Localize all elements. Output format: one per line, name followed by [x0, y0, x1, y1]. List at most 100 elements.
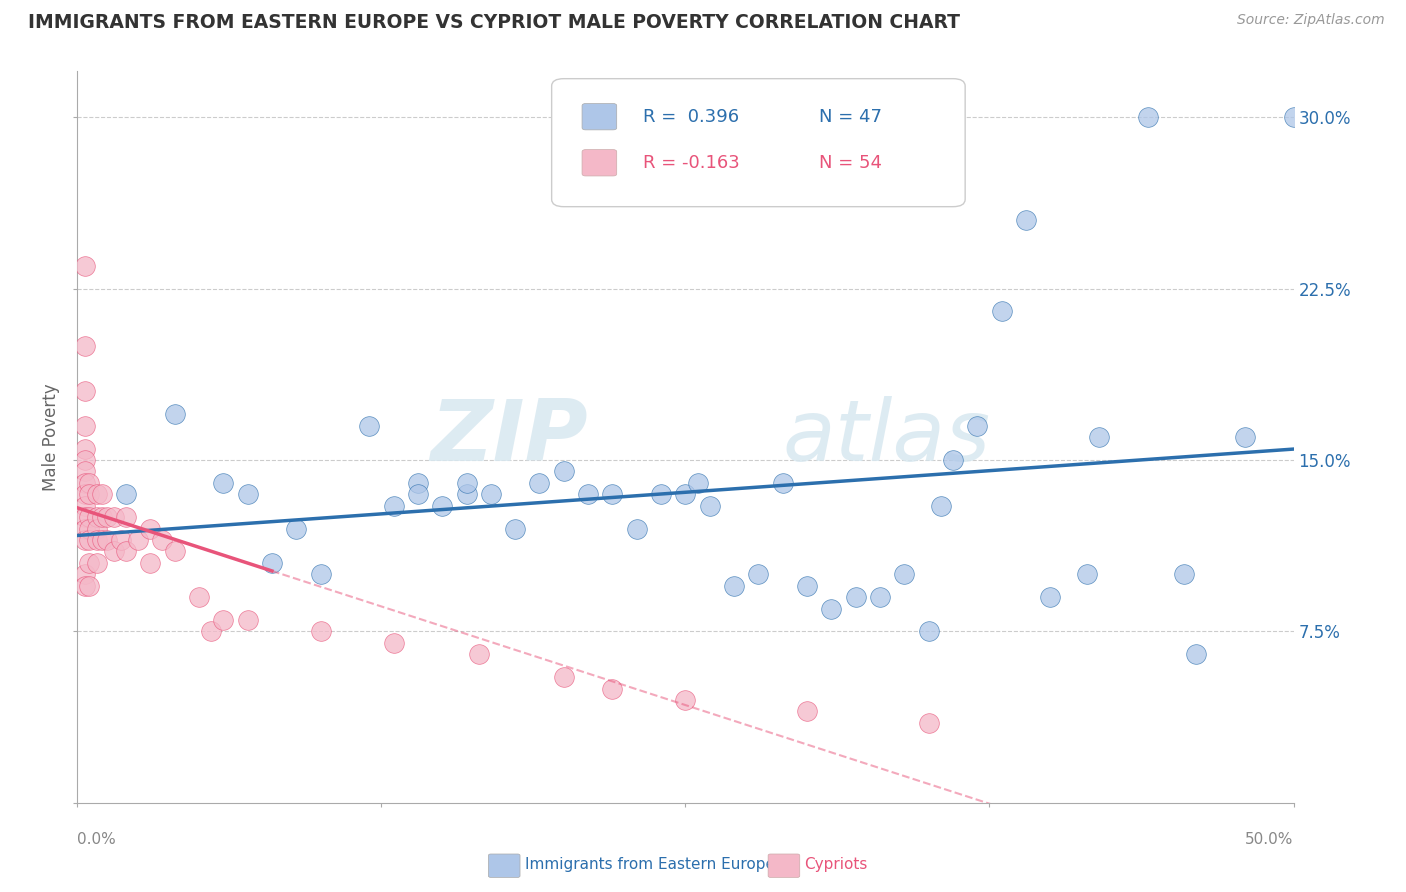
- Point: [1233, 430, 1256, 444]
- Point: [115, 487, 138, 501]
- Point: [382, 499, 405, 513]
- Point: [79, 579, 101, 593]
- Point: [650, 487, 672, 501]
- Point: [456, 487, 478, 501]
- Point: [73, 567, 96, 582]
- Point: [675, 487, 697, 501]
- Point: [79, 510, 101, 524]
- Point: [73, 487, 96, 501]
- Text: ZIP: ZIP: [430, 395, 588, 479]
- Point: [309, 567, 332, 582]
- Point: [73, 259, 96, 273]
- Point: [966, 418, 988, 433]
- Point: [236, 487, 259, 501]
- Point: [467, 647, 489, 661]
- FancyBboxPatch shape: [551, 78, 965, 207]
- Point: [79, 556, 101, 570]
- Point: [86, 521, 108, 535]
- Point: [79, 475, 101, 490]
- Point: [86, 556, 108, 570]
- Point: [86, 533, 108, 547]
- Point: [430, 499, 453, 513]
- Text: Source: ZipAtlas.com: Source: ZipAtlas.com: [1237, 13, 1385, 28]
- Point: [553, 464, 575, 478]
- Point: [212, 613, 235, 627]
- Text: 50.0%: 50.0%: [1246, 832, 1294, 847]
- Point: [602, 487, 624, 501]
- Point: [796, 579, 818, 593]
- Point: [188, 590, 211, 604]
- Point: [86, 510, 108, 524]
- Point: [602, 681, 624, 696]
- Point: [869, 590, 891, 604]
- Point: [90, 510, 112, 524]
- Point: [73, 453, 96, 467]
- Point: [820, 601, 842, 615]
- Point: [479, 487, 502, 501]
- Point: [1282, 110, 1305, 124]
- Point: [73, 510, 96, 524]
- Point: [675, 693, 697, 707]
- Text: atlas: atlas: [783, 395, 991, 479]
- Text: N = 54: N = 54: [820, 153, 882, 172]
- FancyBboxPatch shape: [582, 103, 617, 130]
- Point: [139, 556, 162, 570]
- Point: [90, 487, 112, 501]
- Point: [103, 510, 125, 524]
- Text: R = -0.163: R = -0.163: [643, 153, 740, 172]
- Point: [553, 670, 575, 684]
- Point: [260, 556, 283, 570]
- Point: [918, 715, 941, 730]
- Point: [747, 567, 769, 582]
- Point: [79, 487, 101, 501]
- Point: [942, 453, 965, 467]
- Point: [96, 510, 118, 524]
- Point: [503, 521, 526, 535]
- Text: Immigrants from Eastern Europe: Immigrants from Eastern Europe: [524, 857, 775, 872]
- Point: [152, 533, 174, 547]
- Point: [529, 475, 551, 490]
- Point: [626, 521, 648, 535]
- Point: [893, 567, 915, 582]
- Point: [73, 418, 96, 433]
- Point: [845, 590, 868, 604]
- Point: [73, 533, 96, 547]
- Point: [73, 499, 96, 513]
- Text: IMMIGRANTS FROM EASTERN EUROPE VS CYPRIOT MALE POVERTY CORRELATION CHART: IMMIGRANTS FROM EASTERN EUROPE VS CYPRIO…: [28, 13, 960, 32]
- Point: [163, 407, 186, 421]
- Point: [285, 521, 308, 535]
- Point: [1076, 567, 1098, 582]
- Point: [139, 521, 162, 535]
- Point: [576, 487, 599, 501]
- Point: [1015, 213, 1038, 227]
- Point: [73, 475, 96, 490]
- Point: [406, 475, 429, 490]
- Point: [723, 579, 745, 593]
- Point: [103, 544, 125, 558]
- Point: [990, 304, 1012, 318]
- Point: [90, 533, 112, 547]
- Point: [73, 464, 96, 478]
- Point: [79, 521, 101, 535]
- Point: [382, 636, 405, 650]
- Point: [1136, 110, 1159, 124]
- Point: [200, 624, 222, 639]
- Point: [163, 544, 186, 558]
- FancyBboxPatch shape: [582, 150, 617, 176]
- Point: [929, 499, 952, 513]
- Point: [86, 487, 108, 501]
- Text: Cypriots: Cypriots: [804, 857, 868, 872]
- Point: [73, 579, 96, 593]
- Point: [1088, 430, 1111, 444]
- Point: [1039, 590, 1062, 604]
- Point: [73, 338, 96, 352]
- Text: R =  0.396: R = 0.396: [643, 108, 740, 126]
- Point: [79, 533, 101, 547]
- Point: [918, 624, 941, 639]
- Point: [73, 384, 96, 399]
- Point: [1173, 567, 1195, 582]
- Point: [212, 475, 235, 490]
- Point: [110, 533, 132, 547]
- Point: [309, 624, 332, 639]
- Point: [686, 475, 709, 490]
